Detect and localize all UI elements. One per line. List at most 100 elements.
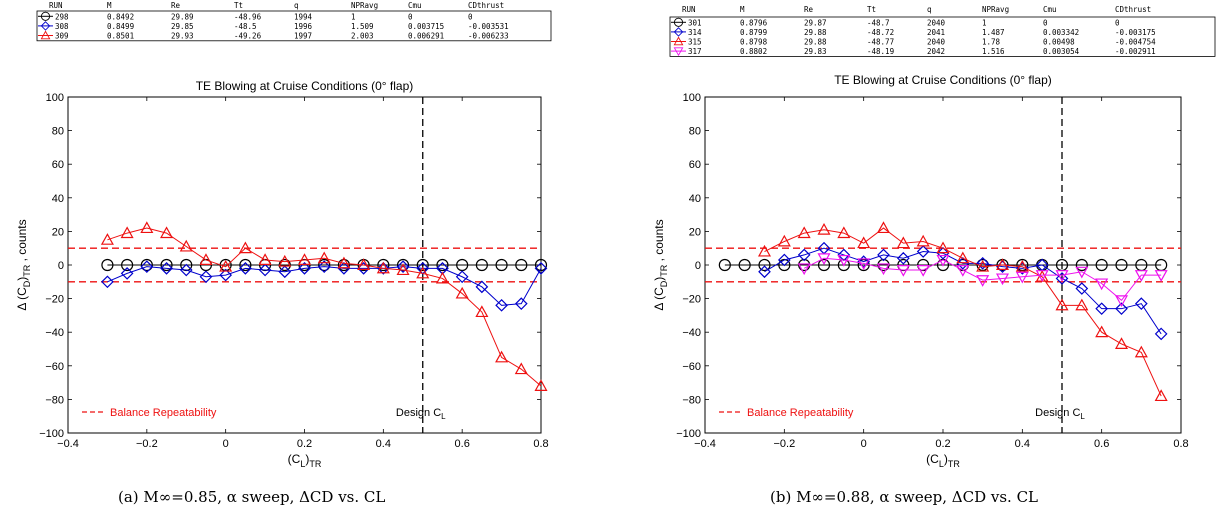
y-tick-label: 40: [689, 193, 701, 205]
table-cell: 1994: [294, 12, 313, 21]
axes: −0.4 −0.2 0 0.2 0.4 0.6 0.8 −100 −80 −60 −40 −20 0 20…: [676, 92, 1188, 450]
x-tick-label: 0.4: [376, 438, 391, 450]
table-header-run: RUN: [682, 5, 696, 14]
table-cell: 0.8799: [740, 28, 767, 37]
data-point-315: [936, 241, 950, 254]
table-cell: 0.8798: [740, 38, 768, 47]
data-point-314: [936, 246, 950, 260]
table-cell: 1.78: [982, 38, 1001, 47]
data-point-315: [896, 236, 910, 249]
data-point-317: [896, 265, 910, 277]
table-cell: 2040: [927, 18, 946, 27]
data-point-309: [416, 266, 430, 279]
data-point-309: [514, 362, 528, 375]
legend-marker: [673, 17, 684, 27]
y-tick-label: −80: [682, 394, 701, 406]
table-cell: 309: [55, 32, 69, 41]
data-point-315: [797, 226, 811, 239]
table-cell: 29.83: [804, 47, 827, 56]
data-point-309: [219, 259, 233, 272]
table-cell: 0: [408, 12, 413, 21]
table-cell: 2040: [927, 38, 946, 47]
data-point-317: [936, 254, 950, 267]
x-tick-label: 0: [861, 438, 867, 450]
data-point-309: [199, 253, 213, 265]
data-point-314: [1095, 302, 1109, 316]
data-point-314: [797, 248, 811, 262]
x-tick-label: 0: [223, 438, 229, 450]
caption-b: (b) M∞=0.88, α sweep, ΔCD vs. CL: [770, 488, 1039, 506]
data-point-315: [1055, 298, 1069, 311]
data-point-317: [1134, 270, 1148, 282]
y-tick-label: −40: [45, 327, 64, 339]
y-tick-label: −60: [682, 361, 701, 373]
table-cell: 0.8796: [740, 18, 768, 27]
table-cell: -48.72: [867, 28, 894, 37]
table-cell: 29.93: [171, 32, 194, 41]
data-point-309: [238, 241, 252, 254]
series-308: [101, 260, 548, 312]
legend-marker: [40, 21, 51, 31]
table-header-cmu: Cmu: [1043, 5, 1057, 14]
table-header-cmu: Cmu: [408, 1, 422, 10]
x-tick-label: 0.6: [455, 438, 470, 450]
table-cell: 29.89: [171, 12, 194, 21]
x-axis-label: (CL)TR: [288, 452, 322, 469]
table-cell: 1.509: [351, 22, 374, 31]
data-point-301: [758, 258, 771, 272]
data-point-315: [817, 222, 831, 235]
run-table: RUN M Re Tt q NPRavg Cmu CDthrust 298 0.8492 29.89…: [36, 1, 552, 42]
data-point-317: [1114, 295, 1129, 308]
table-cell: -0.003531: [468, 22, 509, 31]
data-point-308: [317, 260, 331, 274]
table-cell: 308: [55, 22, 69, 31]
x-tick-label: −0.2: [773, 438, 795, 450]
data-point-308: [534, 262, 548, 275]
table-cell: 0: [468, 12, 473, 21]
table-cell: 0.003054: [1043, 47, 1080, 56]
data-point-308: [120, 267, 134, 280]
table-cell: 298: [55, 12, 69, 21]
data-point-309: [160, 226, 174, 239]
data-point-308: [337, 262, 351, 275]
data-point-298: [377, 258, 390, 272]
data-point-315: [857, 236, 871, 249]
table-header-tt: Tt: [867, 5, 876, 14]
table-cell: 0: [1043, 18, 1048, 27]
table-cell: 0.8802: [740, 47, 767, 56]
data-point-298: [160, 258, 173, 272]
x-tick-label: −0.4: [57, 438, 79, 450]
table-header-npravg: NPRavg: [982, 5, 1009, 14]
data-point-317: [817, 253, 831, 266]
data-point-298: [515, 258, 528, 272]
data-point-308: [179, 263, 193, 277]
data-point-308: [199, 270, 213, 284]
data-point-308: [455, 270, 469, 284]
table-header-cdthrust: CDthrust: [468, 1, 504, 10]
data-point-308: [396, 260, 410, 274]
table-cell: 317: [688, 47, 702, 56]
data-point-298: [416, 258, 429, 272]
data-point-317: [797, 263, 811, 276]
series-line-309: [107, 227, 542, 387]
table-cell: 0.00498: [1043, 38, 1075, 47]
data-point-308: [101, 275, 114, 289]
data-point-309: [278, 254, 292, 267]
balance-legend: Balance Repeatability: [82, 407, 217, 419]
table-header-q: q: [294, 1, 299, 10]
data-point-309: [455, 286, 469, 299]
design-cl-label: Design CL: [396, 407, 446, 421]
x-tick-label: −0.2: [136, 438, 158, 450]
data-point-308: [160, 262, 173, 275]
data-point-317: [995, 273, 1010, 286]
legend-marker: [40, 30, 51, 40]
balance-legend: Balance Repeatability: [719, 407, 854, 419]
data-point-317: [916, 265, 930, 277]
data-point-309: [396, 263, 410, 276]
data-point-315: [916, 234, 930, 247]
data-point-315: [837, 226, 851, 239]
table-cell: 315: [688, 38, 702, 47]
table-cell: -0.006233: [468, 32, 509, 41]
data-point-309: [179, 239, 193, 252]
table-cell: -49.26: [234, 32, 262, 41]
